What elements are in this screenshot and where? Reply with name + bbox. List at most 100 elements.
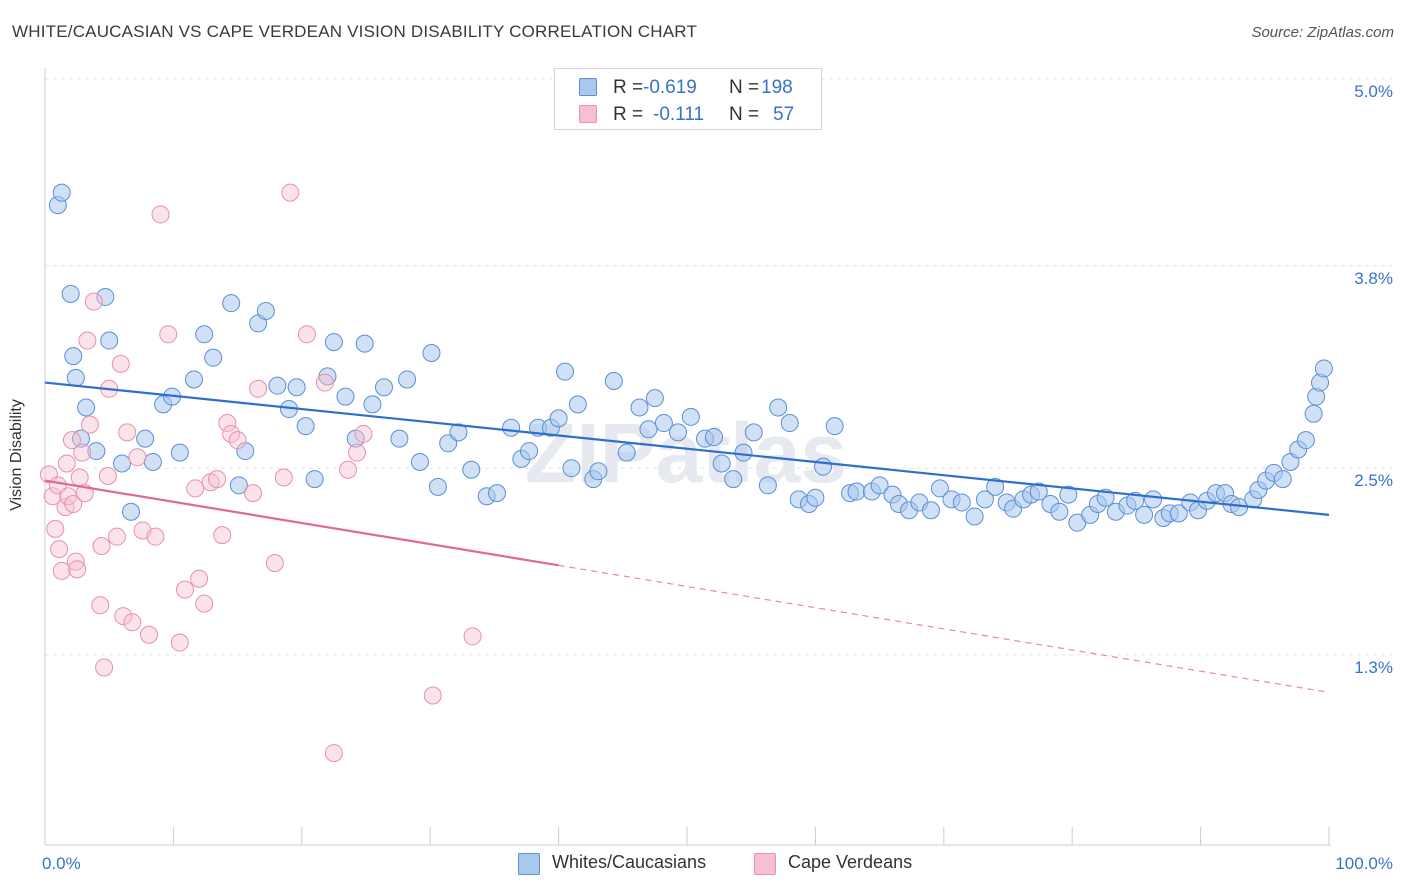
whites-caucasians-point (449, 423, 468, 442)
whites-caucasians-point (390, 429, 409, 448)
x-tick-label: 0.0% (42, 854, 81, 873)
whites-caucasians-point (1304, 404, 1323, 423)
whites-caucasians-point (100, 331, 119, 350)
stats-legend: R = -0.619 N = 198 R = -0.111 N = 57 (554, 68, 822, 130)
cape-verdeans-point (123, 613, 142, 632)
whites-caucasians-point (704, 428, 723, 447)
cape-verdeans-point (423, 686, 442, 705)
cape-verdeans-point (195, 594, 214, 613)
whites-swatch-icon (518, 853, 540, 875)
whites-caucasians-point (654, 414, 673, 433)
cape-verdeans-point (186, 479, 205, 498)
n-label: N = (729, 77, 760, 98)
whites-caucasians-point (930, 479, 949, 498)
cape-verdeans-point (84, 292, 103, 311)
cape-verdeans-point (213, 526, 232, 545)
whites-caucasians-point (744, 423, 763, 442)
cape-verdeans-point (159, 325, 178, 344)
whites-caucasians-point (77, 398, 96, 417)
r-value: -0.619 (643, 77, 697, 98)
whites-caucasians-point (324, 333, 343, 352)
whites-caucasians-point (549, 409, 568, 428)
whites-caucasians-point (1169, 504, 1188, 523)
cape-verdeans-point (146, 527, 165, 546)
whites-caucasians-point (170, 443, 189, 462)
cape-verdeans-point (354, 424, 373, 443)
y-tick-label: 1.3% (1354, 658, 1393, 677)
cape-verdeans-point (339, 460, 358, 479)
whites-caucasians-point (305, 470, 324, 489)
cape-verdeans-point (66, 552, 85, 571)
cape-verdeans-trend-extension (558, 564, 1330, 693)
whites-trend-line (44, 381, 1330, 516)
cape-verdeans-point (114, 607, 133, 626)
whites-caucasians-point (681, 407, 700, 426)
cape-verdeans-trend-line (44, 479, 559, 567)
cape-verdeans-point (68, 560, 87, 579)
whites-caucasians-point (645, 389, 664, 408)
whites-caucasians-point (363, 395, 382, 414)
cape-verdeans-point (78, 331, 97, 350)
whites-caucasians-point (604, 372, 623, 391)
whites-caucasians-point (589, 462, 608, 481)
whites-caucasians-point (1126, 491, 1145, 510)
cape-verdeans-point (57, 454, 76, 473)
cape-verdeans-point (244, 484, 263, 503)
whites-caucasians-point (556, 362, 575, 381)
whites-caucasians-point (113, 454, 132, 473)
tick-labels: 1.3% 2.5% 3.8% 5.0% 0.0% 100.0% (42, 82, 1393, 873)
whites-caucasians-point (502, 418, 521, 437)
whites-caucasians-point (374, 378, 393, 397)
cape-verdeans-points (39, 183, 482, 763)
r-label: R = (613, 77, 644, 98)
cape-verdeans-point (46, 519, 65, 538)
whites-caucasians-point (617, 443, 636, 462)
whites-caucasians-point (410, 452, 429, 471)
y-axis-label: Vision Disability (8, 399, 25, 511)
cape-verdeans-point (315, 373, 334, 392)
axes-layer (44, 68, 1331, 846)
whites-caucasians-point (66, 368, 85, 387)
cape-verdeans-point (140, 625, 159, 644)
whites-caucasians-point (1314, 359, 1333, 378)
whites-caucasians-point (639, 420, 658, 439)
cape-verdeans-point (70, 468, 89, 487)
cape-verdeans-point (95, 658, 114, 677)
whites-caucasians-point (568, 395, 587, 414)
whites-caucasians-point (758, 476, 777, 495)
whites-caucasians-point (1050, 502, 1069, 521)
whites-caucasians-point (462, 460, 481, 479)
cape-verdeans-point (62, 431, 81, 450)
whites-caucasians-point (780, 414, 799, 433)
cape-verdeans-point (107, 527, 126, 546)
whites-caucasians-point (712, 454, 731, 473)
whites-caucasians-point (87, 442, 106, 461)
cape-verdeans-point (265, 554, 284, 573)
whites-caucasians-point (287, 378, 306, 397)
whites-caucasians-point (921, 501, 940, 520)
cape-verdeans-point (52, 561, 71, 580)
n-value: 198 (761, 77, 793, 98)
cape-verdeans-point (80, 415, 99, 434)
cape-verdeans-point (348, 443, 367, 462)
whites-caucasians-point (825, 417, 844, 436)
whites-caucasians-point (355, 334, 374, 353)
cape-verdeans-point (249, 379, 268, 398)
whites-caucasians-point (769, 398, 788, 417)
cape-verdeans-point (324, 744, 343, 763)
cape-verdeans-swatch-icon (579, 105, 597, 123)
legend-label: Whites/Caucasians (552, 852, 707, 872)
whites-caucasians-point (1144, 490, 1163, 509)
whites-caucasians-point (1059, 485, 1078, 504)
cape-verdeans-point (297, 325, 316, 344)
whites-caucasians-point (96, 287, 115, 306)
whites-caucasians-points (48, 183, 1333, 532)
y-tick-label: 5.0% (1354, 82, 1393, 101)
trend-lines (44, 381, 1330, 693)
x-tick-label: 100.0% (1335, 854, 1393, 873)
whites-caucasians-point (734, 443, 753, 462)
whites-caucasians-point (1273, 470, 1292, 489)
whites-caucasians-point (398, 370, 417, 389)
cape-verdeans-point (91, 596, 110, 615)
whites-caucasians-point (229, 476, 248, 495)
